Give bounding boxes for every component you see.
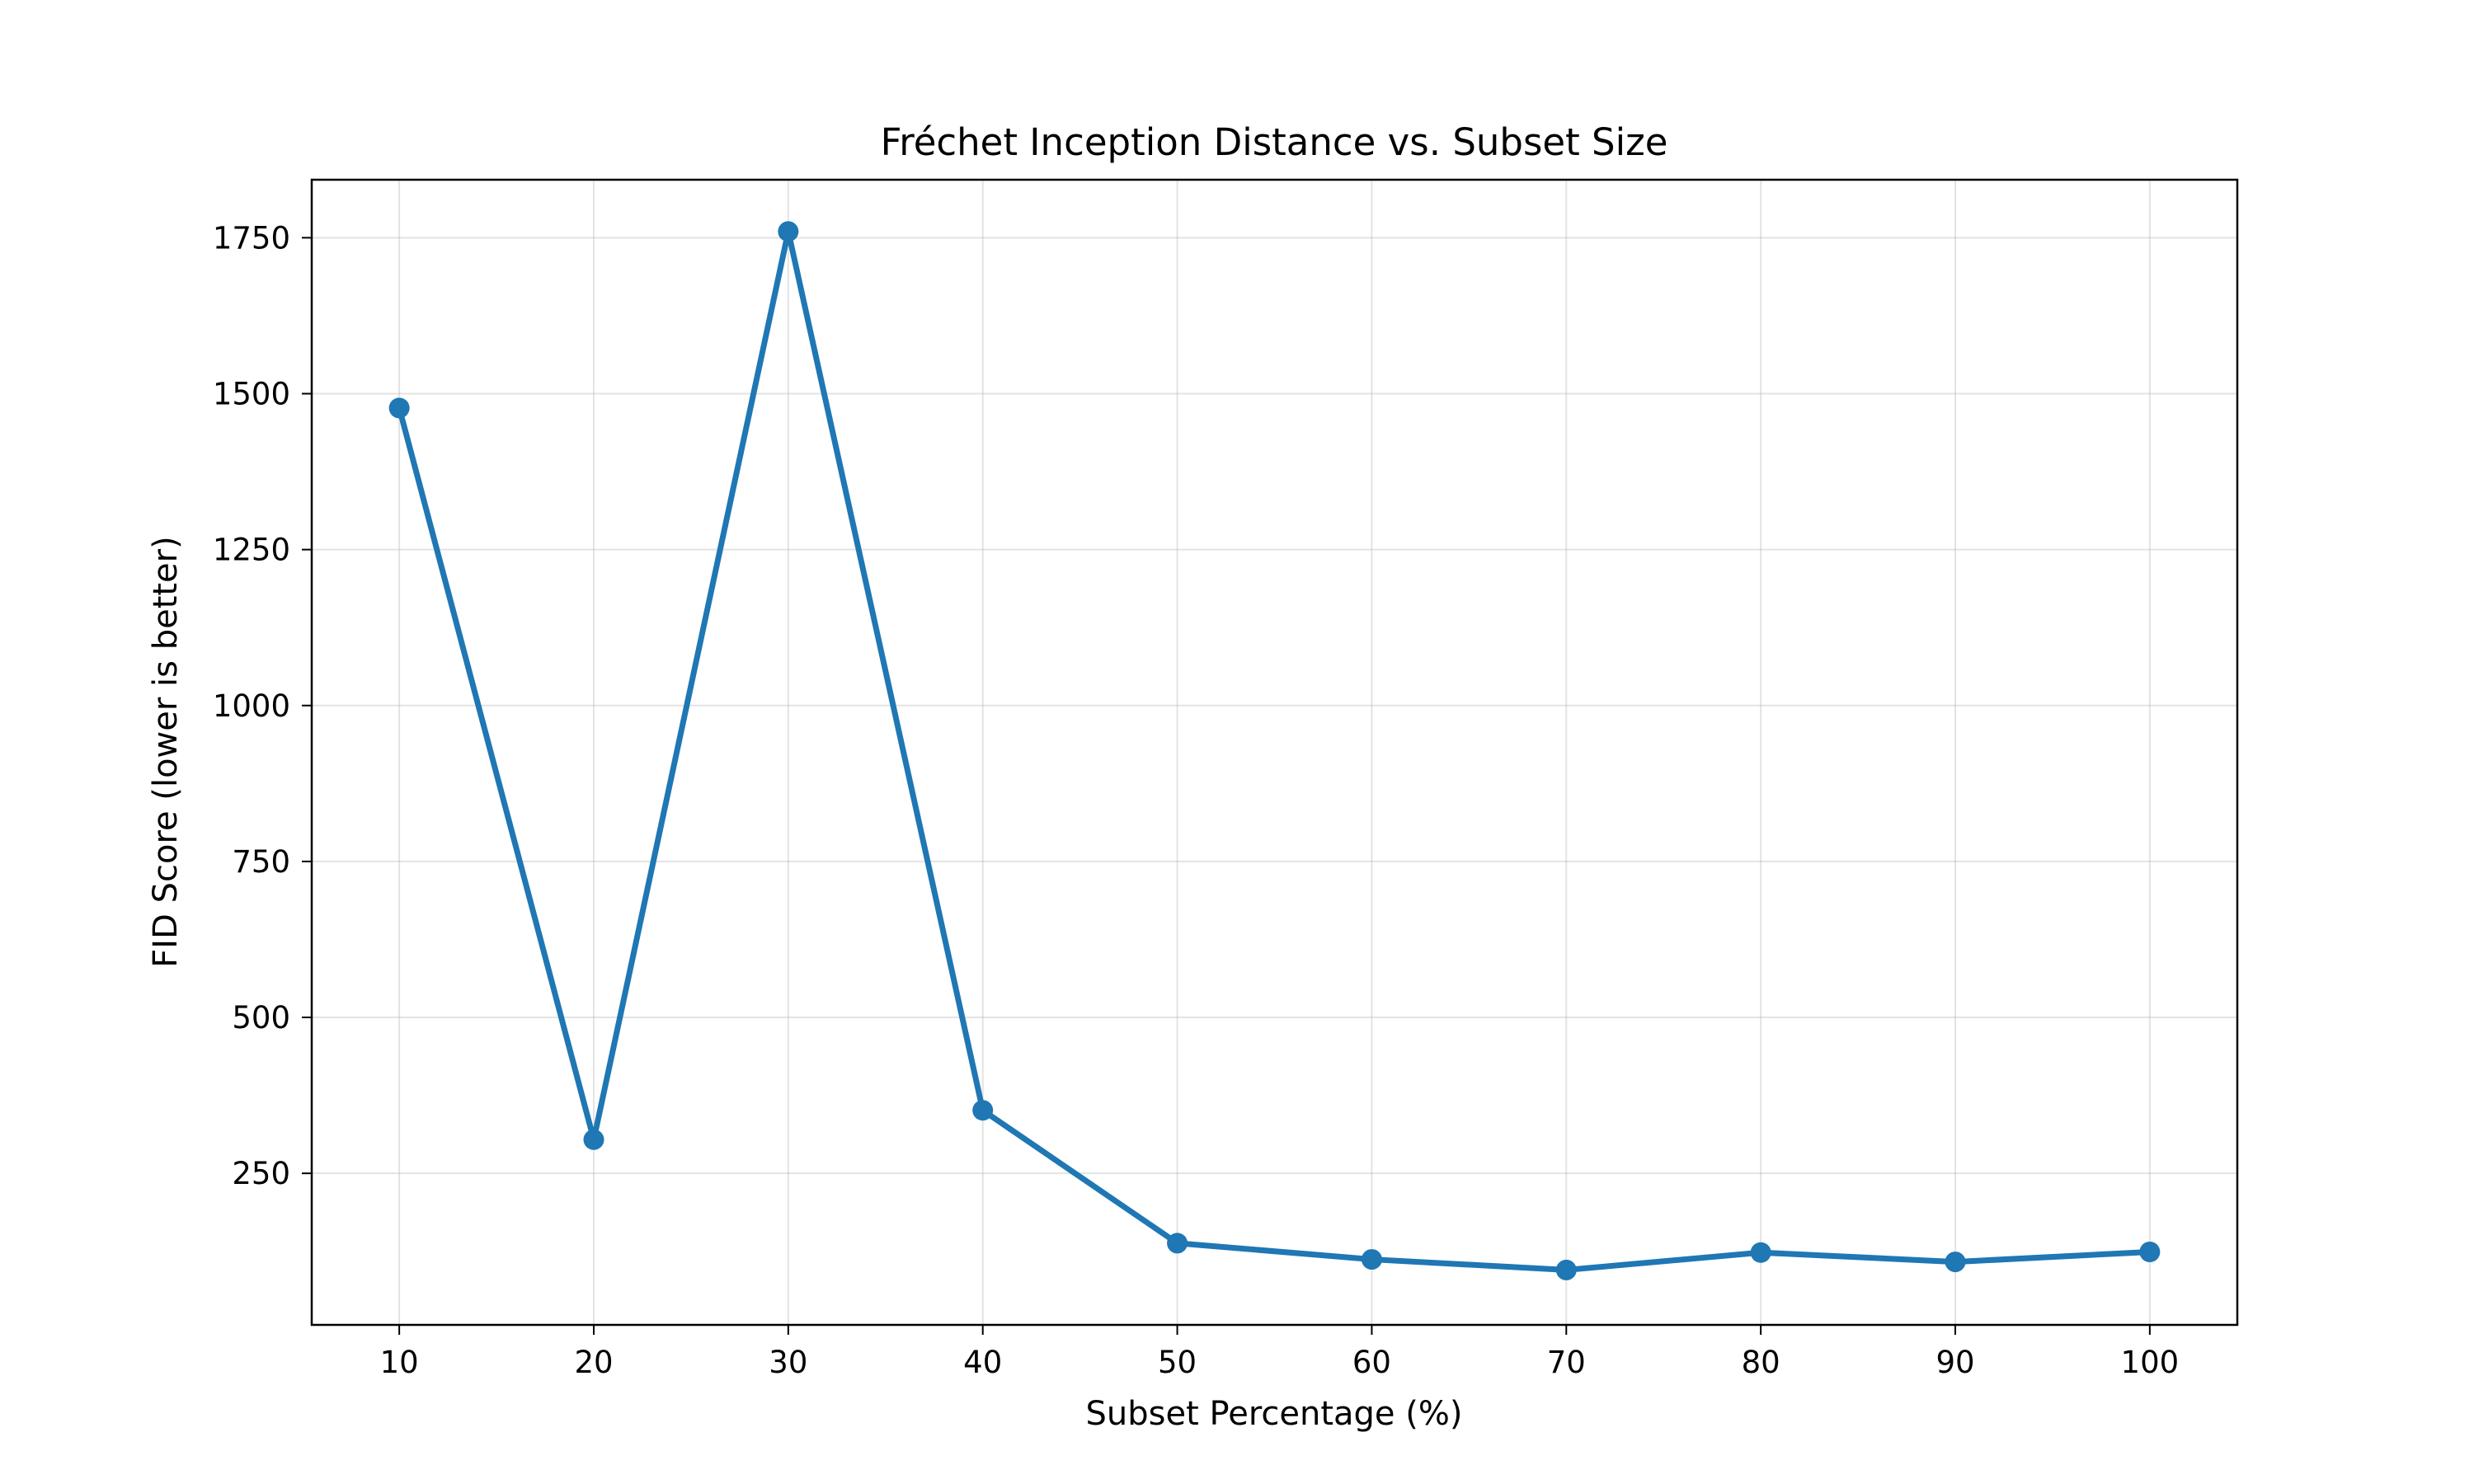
data-point: [1945, 1252, 1966, 1273]
y-tick-label: 250: [232, 1156, 290, 1191]
x-tick-label: 70: [1547, 1345, 1586, 1380]
series-layer: [388, 221, 2161, 1280]
data-point: [1750, 1242, 1771, 1263]
y-axis-label: FID Score (lower is better): [147, 536, 185, 967]
x-tick-label: 10: [380, 1345, 419, 1380]
y-tick-label: 1000: [213, 688, 290, 724]
data-point: [1361, 1249, 1382, 1270]
series-line: [396, 228, 2153, 1273]
x-tick-label: 90: [1935, 1345, 1974, 1380]
plot-area-frame: [310, 178, 2239, 1327]
grid-layer: [312, 180, 2237, 1325]
x-tick-label: 30: [769, 1345, 807, 1380]
tick-layer: 10 20 30 40 50 60 70 80 90 100 250 500 750 1000 1250 15…: [213, 220, 2179, 1380]
data-point: [583, 1129, 604, 1150]
y-tick-label: 750: [232, 844, 290, 880]
x-tick-label: 40: [963, 1345, 1002, 1380]
y-tick-label: 500: [232, 1000, 290, 1036]
x-tick-label: 100: [2121, 1345, 2180, 1380]
y-tick-label: 1750: [213, 220, 290, 256]
data-point: [1555, 1259, 1577, 1280]
x-tick-label: 60: [1352, 1345, 1391, 1380]
data-point: [1167, 1233, 1188, 1254]
x-tick-label: 80: [1742, 1345, 1780, 1380]
chart-title: Fréchet Inception Distance vs. Subset Si…: [881, 120, 1668, 164]
y-tick-label: 1500: [213, 376, 290, 411]
data-point: [972, 1100, 994, 1121]
y-tick-label: 1250: [213, 533, 290, 568]
x-tick-label: 20: [574, 1345, 613, 1380]
data-point: [388, 397, 410, 419]
x-tick-label: 50: [1158, 1345, 1197, 1380]
x-axis-label: Subset Percentage (%): [1086, 1395, 1463, 1433]
data-point: [778, 221, 799, 242]
data-point: [2139, 1241, 2161, 1262]
